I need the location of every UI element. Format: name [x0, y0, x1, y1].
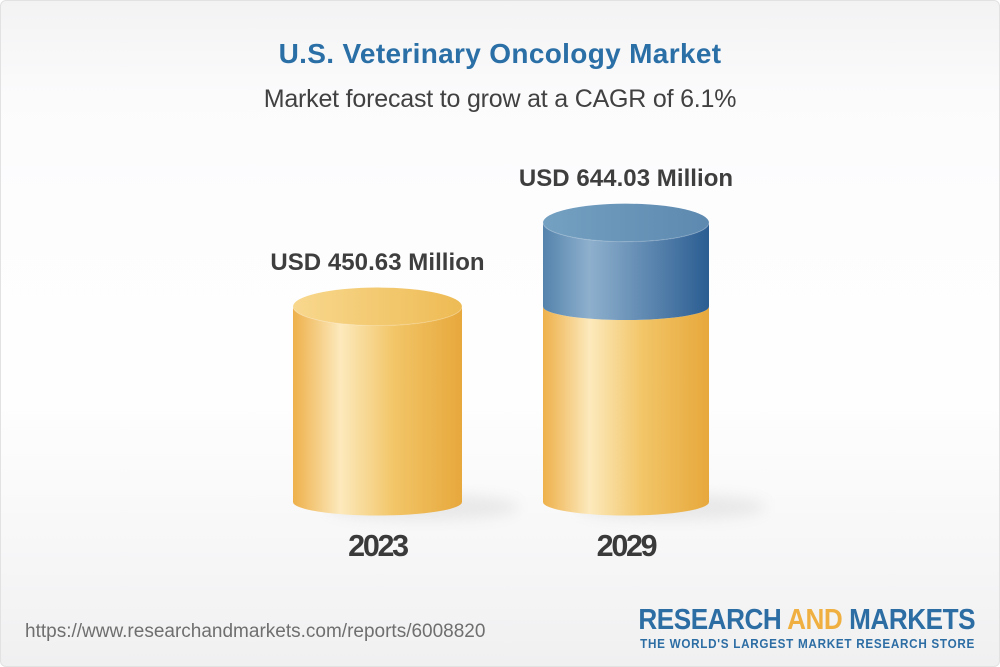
chart-subtitle: Market forecast to grow at a CAGR of 6.1…: [263, 85, 737, 113]
brand-tagline: THE WORLD'S LARGEST MARKET RESEARCH STOR…: [640, 636, 975, 651]
cylinder-bar-2023: USD 450.63 Million 2023: [270, 249, 519, 563]
logo-word-and: AND: [787, 604, 843, 636]
report-url: https://www.researchandmarkets.com/repor…: [25, 621, 486, 642]
chart-title: U.S. Veterinary Oncology Market: [278, 38, 722, 69]
brand-logo-wordmark: RESEARCH AND MARKETS: [638, 606, 975, 635]
cylinder-segment-base: [293, 306, 462, 516]
cylinder-segment-base: [543, 306, 709, 516]
value-label-2029: USD 644.03 Million: [519, 165, 733, 192]
logo-word-research: RESEARCH: [638, 604, 782, 636]
brand-logo: RESEARCH AND MARKETS THE WORLD'S LARGEST…: [638, 606, 975, 651]
cylinder-top-face: [293, 287, 462, 326]
cylinder-rim-highlight: [292, 306, 463, 327]
cylinder-rim-highlight: [542, 222, 710, 243]
category-label-2023: 2023: [348, 529, 408, 563]
value-label-2023: USD 450.63 Million: [270, 249, 484, 276]
cylinder-top-face: [543, 203, 709, 242]
cylinder-segment-growth: [543, 222, 709, 321]
cylinder-bar-2029: USD 644.03 Million 2029: [519, 165, 766, 563]
logo-word-markets: MARKETS: [849, 604, 975, 636]
category-label-2029: 2029: [597, 529, 657, 563]
